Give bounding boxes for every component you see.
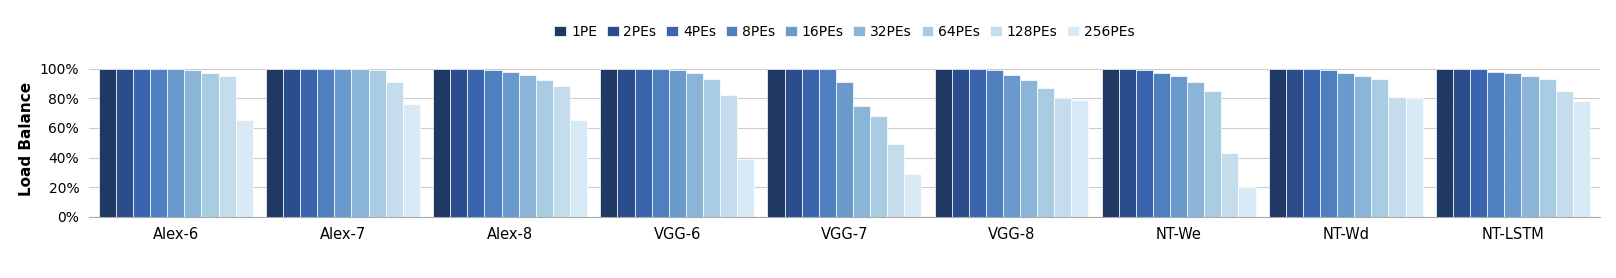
Bar <box>768 69 784 217</box>
Bar <box>1522 76 1538 217</box>
Bar <box>236 120 252 217</box>
Bar <box>451 69 467 217</box>
Bar <box>99 69 116 217</box>
Bar <box>184 70 202 217</box>
Bar <box>519 75 537 217</box>
Bar <box>819 69 835 217</box>
Bar <box>1136 70 1152 217</box>
Bar <box>218 76 236 217</box>
Bar <box>986 70 1004 217</box>
Bar <box>1320 70 1338 217</box>
Bar <box>467 69 485 217</box>
Bar <box>1354 76 1372 217</box>
Bar <box>150 69 166 217</box>
Bar <box>202 73 218 217</box>
Bar <box>1188 82 1204 217</box>
Bar <box>485 70 501 217</box>
Bar <box>133 69 150 217</box>
Bar <box>1572 101 1590 217</box>
Bar <box>905 174 921 217</box>
Bar <box>116 69 133 217</box>
Bar <box>669 70 685 217</box>
Bar <box>537 80 553 217</box>
Bar <box>1204 91 1222 217</box>
Bar <box>1504 73 1522 217</box>
Bar <box>402 104 420 217</box>
Bar <box>283 69 301 217</box>
Bar <box>703 79 721 217</box>
Bar <box>267 69 283 217</box>
Bar <box>635 69 651 217</box>
Bar <box>1471 69 1487 217</box>
Bar <box>368 70 386 217</box>
Bar <box>1102 69 1118 217</box>
Bar <box>1453 69 1471 217</box>
Bar <box>600 69 617 217</box>
Bar <box>835 82 853 217</box>
Bar <box>501 71 519 217</box>
Bar <box>1388 97 1406 217</box>
Bar <box>570 120 587 217</box>
Bar <box>386 82 402 217</box>
Bar <box>784 69 802 217</box>
Bar <box>1004 75 1020 217</box>
Bar <box>1269 69 1286 217</box>
Bar <box>553 86 570 217</box>
Bar <box>1020 80 1037 217</box>
Bar <box>952 69 968 217</box>
Bar <box>1538 79 1556 217</box>
Bar <box>1372 79 1388 217</box>
Bar <box>1437 69 1453 217</box>
Bar <box>317 69 335 217</box>
Bar <box>1302 69 1320 217</box>
Bar <box>1152 73 1170 217</box>
Bar <box>1118 69 1136 217</box>
Bar <box>1037 88 1054 217</box>
Bar <box>737 159 755 217</box>
Bar <box>301 69 317 217</box>
Bar <box>1222 153 1238 217</box>
Bar <box>1338 73 1354 217</box>
Bar <box>433 69 451 217</box>
Bar <box>1054 98 1071 217</box>
Bar <box>802 69 819 217</box>
Bar <box>166 69 184 217</box>
Bar <box>1406 98 1422 217</box>
Bar <box>335 69 351 217</box>
Bar <box>685 73 703 217</box>
Bar <box>1487 71 1504 217</box>
Bar <box>853 106 869 217</box>
Bar <box>1556 91 1572 217</box>
Bar <box>968 69 986 217</box>
Bar <box>934 69 952 217</box>
Bar <box>351 69 368 217</box>
Bar <box>869 116 887 217</box>
Bar <box>617 69 635 217</box>
Bar <box>1170 76 1188 217</box>
Bar <box>651 69 669 217</box>
Bar <box>721 95 737 217</box>
Legend: 1PE, 2PEs, 4PEs, 8PEs, 16PEs, 32PEs, 64PEs, 128PEs, 256PEs: 1PE, 2PEs, 4PEs, 8PEs, 16PEs, 32PEs, 64P… <box>554 24 1134 39</box>
Bar <box>1238 187 1256 217</box>
Bar <box>1286 69 1302 217</box>
Y-axis label: Load Balance: Load Balance <box>19 82 34 196</box>
Bar <box>1071 100 1089 217</box>
Bar <box>887 144 905 217</box>
